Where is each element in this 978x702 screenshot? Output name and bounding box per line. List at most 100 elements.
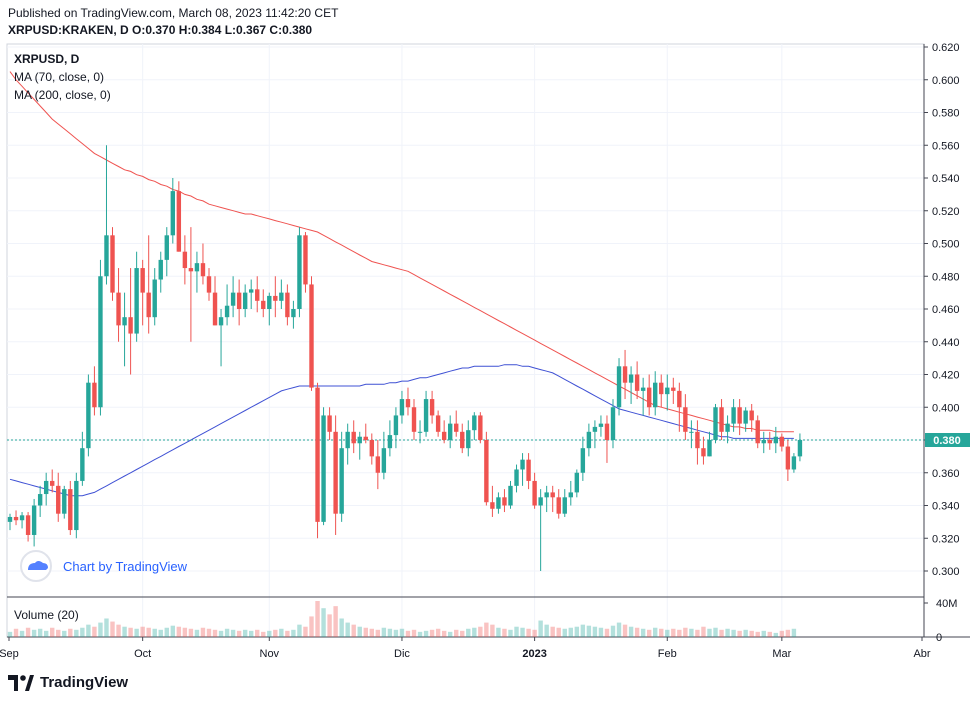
volume-bar — [273, 629, 278, 637]
volume-bar — [454, 629, 459, 637]
volume-bar — [43, 630, 49, 637]
candle-body — [387, 435, 393, 449]
volume-bar — [460, 630, 465, 637]
candle-body — [496, 497, 501, 509]
volume-bar — [375, 629, 381, 637]
candle — [369, 433, 374, 465]
candle — [508, 480, 513, 509]
volume-bar — [279, 628, 284, 637]
candle — [785, 440, 791, 481]
candle — [707, 431, 712, 457]
volume-bar — [640, 628, 646, 637]
candle-body — [375, 456, 381, 473]
volume-bar — [689, 628, 694, 637]
candle — [381, 431, 387, 480]
candle — [628, 366, 634, 404]
volume-bar — [92, 626, 97, 637]
candle-body — [224, 305, 230, 318]
candle — [146, 235, 151, 334]
time-tick-label: Dic — [394, 648, 410, 660]
volume-bar — [74, 629, 79, 637]
volume-legend[interactable]: Volume (20) — [14, 608, 79, 622]
candle — [134, 251, 139, 342]
volume-bar — [574, 626, 580, 637]
candle-body — [713, 407, 718, 440]
candle — [206, 268, 212, 301]
volume-bar — [628, 626, 634, 637]
candle-body — [423, 399, 429, 432]
candle-body — [285, 292, 290, 318]
volume-bar — [152, 628, 157, 637]
candle — [333, 415, 338, 535]
volume-bar — [755, 631, 760, 637]
candle — [447, 415, 453, 449]
volume-bar — [749, 630, 754, 637]
candle-body — [19, 515, 25, 521]
volume-bar — [767, 631, 772, 637]
candle — [405, 387, 411, 416]
tradingview-watermark[interactable]: Chart by TradingView — [20, 550, 188, 582]
candle — [236, 279, 242, 326]
candle — [472, 412, 477, 440]
candle-body — [321, 415, 326, 522]
candle-body — [25, 515, 31, 535]
candle-body — [98, 276, 103, 408]
price-tick-label: 0.420 — [932, 370, 960, 382]
candle — [345, 423, 350, 465]
candle — [544, 485, 549, 513]
volume-bar — [538, 620, 543, 637]
volume-bar — [146, 627, 151, 637]
candle — [725, 415, 730, 444]
legend-ma200[interactable]: MA (200, close, 0) — [14, 88, 111, 102]
volume-bar — [7, 631, 13, 637]
candle — [98, 259, 103, 416]
candle — [496, 492, 501, 514]
volume-bar — [719, 629, 724, 637]
candle — [279, 279, 284, 309]
plot-frame — [6, 43, 925, 638]
candle-body — [701, 448, 706, 457]
candle — [689, 420, 694, 449]
volume-bar — [170, 625, 176, 637]
candle — [267, 292, 272, 326]
volume-bar — [291, 629, 296, 637]
candle — [640, 377, 646, 416]
candle-body — [255, 289, 260, 301]
candle — [791, 453, 797, 473]
volume-bar — [604, 628, 610, 637]
volume-bar — [327, 614, 332, 637]
candle-body — [381, 448, 387, 473]
price-axis[interactable]: 0.620 0.600 0.580 0.560 0.540 0.520 0.500 0.480… — [924, 42, 960, 578]
time-axis[interactable]: Sep Oct Nov Dic 2023 Feb Mar Abr — [0, 637, 931, 660]
volume-bar — [490, 624, 495, 637]
candle-body — [363, 436, 368, 440]
volume-bar — [50, 627, 55, 637]
volume-bar — [791, 628, 797, 637]
volume-bar — [357, 626, 362, 637]
candle — [429, 390, 435, 424]
candle — [37, 485, 43, 517]
svg-text:0.380: 0.380 — [933, 435, 961, 447]
candle — [737, 399, 742, 436]
candle-body — [164, 235, 169, 260]
candle-body — [586, 431, 592, 449]
candle-body — [297, 235, 302, 309]
candle — [520, 453, 525, 486]
legend-ma70[interactable]: MA (70, close, 0) — [14, 70, 104, 84]
volume-bar — [164, 627, 169, 637]
tradingview-brand[interactable]: TradingView — [8, 674, 128, 691]
volume-bar — [333, 606, 338, 637]
volume-bar — [62, 630, 67, 637]
candle-body — [242, 292, 248, 309]
candle — [291, 300, 296, 329]
volume-tick-label: 0 — [936, 632, 942, 644]
volume-bar — [568, 627, 573, 637]
candle — [761, 431, 766, 454]
candle — [327, 407, 332, 440]
time-tick-label: Sep — [0, 648, 19, 660]
volume-bar — [218, 630, 224, 637]
candle — [478, 412, 483, 444]
volume-bar — [423, 630, 429, 637]
candle — [273, 276, 278, 318]
